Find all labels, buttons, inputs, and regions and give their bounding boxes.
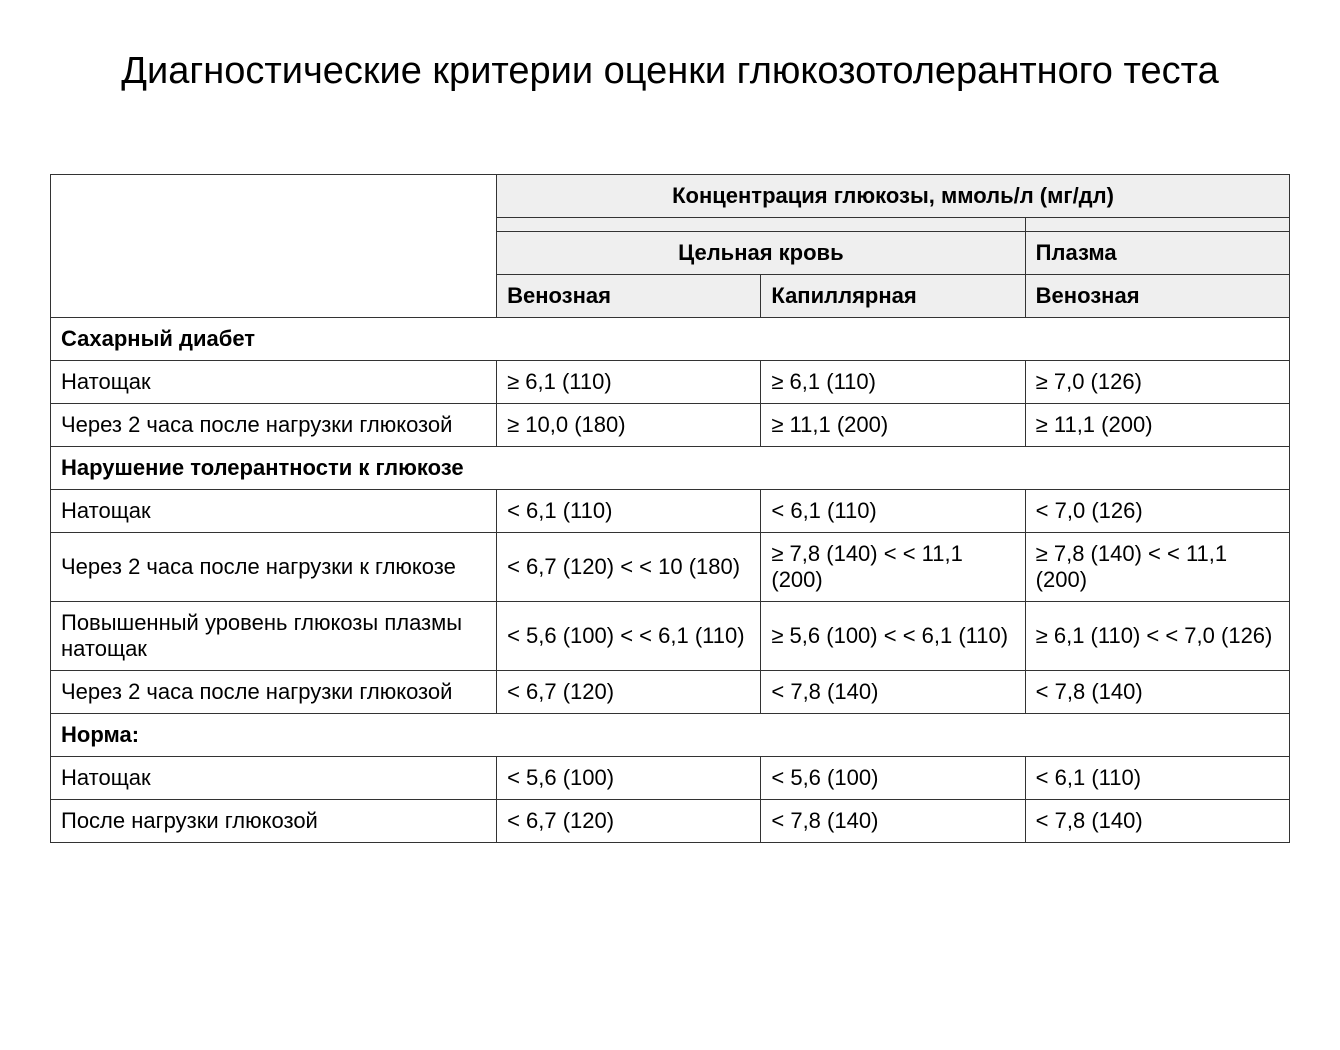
row-label: Через 2 часа после нагрузки глюкозой — [51, 670, 497, 713]
section-2-title: Норма: — [51, 713, 1290, 756]
cell: < 7,8 (140) — [761, 670, 1025, 713]
cell: ≥ 6,1 (110) — [761, 360, 1025, 403]
row-label: Через 2 часа после нагрузки глюкозой — [51, 403, 497, 446]
row-label: Натощак — [51, 756, 497, 799]
section-0-title: Сахарный диабет — [51, 317, 1290, 360]
cell: ≥ 10,0 (180) — [497, 403, 761, 446]
cell: < 5,6 (100) < < 6,1 (110) — [497, 601, 761, 670]
table-row: После нагрузки глюкозой < 6,7 (120) < 7,… — [51, 799, 1290, 842]
cell: ≥ 11,1 (200) — [1025, 403, 1289, 446]
table-row: Натощак ≥ 6,1 (110) ≥ 6,1 (110) ≥ 7,0 (1… — [51, 360, 1290, 403]
header-sub3: Венозная — [1025, 274, 1289, 317]
row-label: Натощак — [51, 489, 497, 532]
header-sub2: Капиллярная — [761, 274, 1025, 317]
table-row: Через 2 часа после нагрузки к глюкозе < … — [51, 532, 1290, 601]
cell: ≥ 7,0 (126) — [1025, 360, 1289, 403]
cell: < 6,1 (110) — [761, 489, 1025, 532]
cell: < 6,7 (120) — [497, 799, 761, 842]
cell: ≥ 6,1 (110) < < 7,0 (126) — [1025, 601, 1289, 670]
header-spacer-1 — [497, 217, 1026, 231]
table-row: Натощак < 6,1 (110) < 6,1 (110) < 7,0 (1… — [51, 489, 1290, 532]
table-row: Повышенный уровень глюкозы плазмы натоща… — [51, 601, 1290, 670]
cell: ≥ 7,8 (140) < < 11,1 (200) — [761, 532, 1025, 601]
cell: ≥ 5,6 (100) < < 6,1 (110) — [761, 601, 1025, 670]
cell: < 6,7 (120) — [497, 670, 761, 713]
header-main: Концентрация глюкозы, ммоль/л (мг/дл) — [497, 174, 1290, 217]
header-group1: Цельная кровь — [497, 231, 1026, 274]
cell: ≥ 6,1 (110) — [497, 360, 761, 403]
cell: ≥ 11,1 (200) — [761, 403, 1025, 446]
cell: < 7,8 (140) — [761, 799, 1025, 842]
header-spacer-2 — [1025, 217, 1289, 231]
row-label: Через 2 часа после нагрузки к глюкозе — [51, 532, 497, 601]
header-group2: Плазма — [1025, 231, 1289, 274]
criteria-table: Концентрация глюкозы, ммоль/л (мг/дл) Це… — [50, 174, 1290, 843]
cell: < 5,6 (100) — [497, 756, 761, 799]
cell: < 7,8 (140) — [1025, 799, 1289, 842]
cell: < 7,8 (140) — [1025, 670, 1289, 713]
header-sub1: Венозная — [497, 274, 761, 317]
cell: < 7,0 (126) — [1025, 489, 1289, 532]
table-row: Через 2 часа после нагрузки глюкозой ≥ 1… — [51, 403, 1290, 446]
cell: < 6,1 (110) — [497, 489, 761, 532]
row-label: После нагрузки глюкозой — [51, 799, 497, 842]
cell: < 6,7 (120) < < 10 (180) — [497, 532, 761, 601]
row-label: Натощак — [51, 360, 497, 403]
header-blank — [51, 174, 497, 317]
section-1-title: Нарушение толерантности к глюкозе — [51, 446, 1290, 489]
cell: < 5,6 (100) — [761, 756, 1025, 799]
page-title: Диагностические критерии оценки глюкозот… — [50, 30, 1290, 114]
row-label: Повышенный уровень глюкозы плазмы натоща… — [51, 601, 497, 670]
table-row: Натощак < 5,6 (100) < 5,6 (100) < 6,1 (1… — [51, 756, 1290, 799]
table-row: Через 2 часа после нагрузки глюкозой < 6… — [51, 670, 1290, 713]
cell: ≥ 7,8 (140) < < 11,1 (200) — [1025, 532, 1289, 601]
cell: < 6,1 (110) — [1025, 756, 1289, 799]
